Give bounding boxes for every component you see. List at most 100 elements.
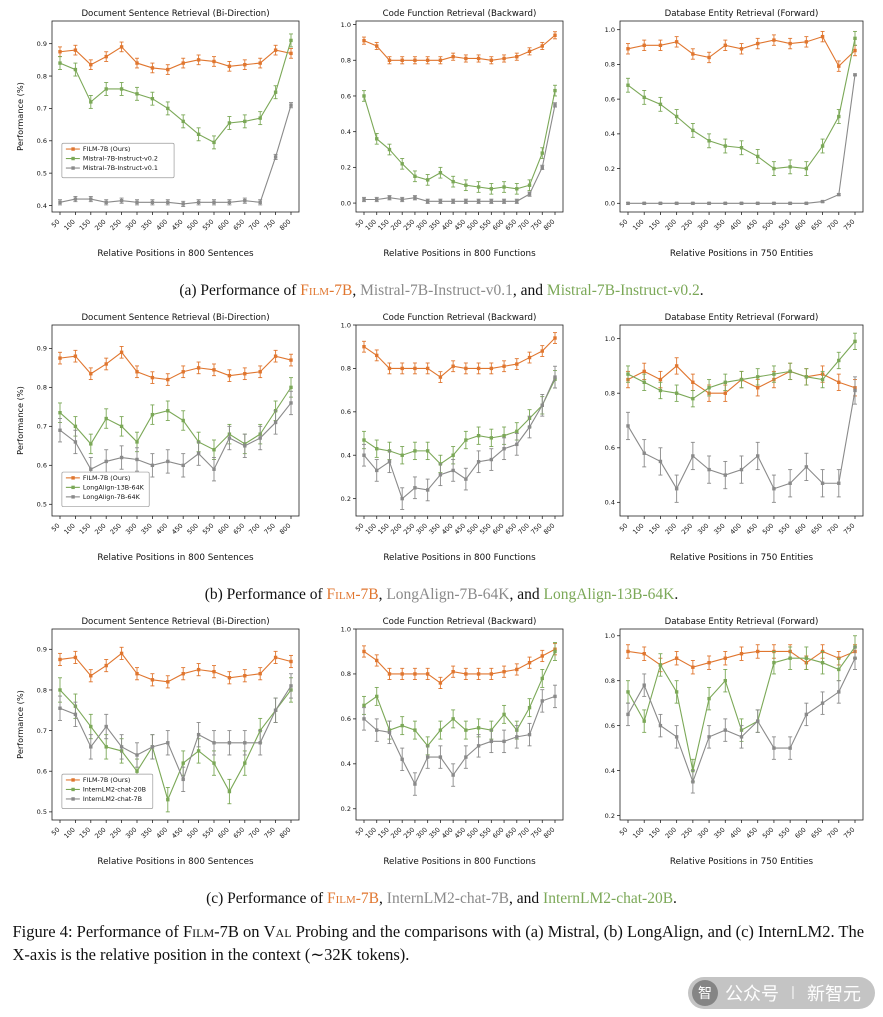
svg-text:300: 300 [414,522,428,536]
svg-text:250: 250 [401,522,415,536]
caption-segment: , and [512,282,547,299]
chart-b-database-entity-retrieval: Database Entity Retrieval (Forward) 0.4 0.… [590,310,870,584]
svg-text:400: 400 [154,826,168,840]
chart-svg: Document Sentence Retrieval (Bi-Directio… [15,313,299,563]
svg-text:0.2: 0.2 [604,812,614,820]
svg-text:800: 800 [541,218,555,232]
svg-text:750: 750 [529,826,543,840]
svg-text:300: 300 [123,826,137,840]
svg-text:550: 550 [200,522,214,536]
svg-text:700: 700 [247,218,261,232]
svg-text:0.4: 0.4 [604,767,614,775]
svg-text:800: 800 [541,522,555,536]
chart-svg: Code Function Retrieval (Backward) 0.2 0.4… [340,313,563,563]
svg-text:1.0: 1.0 [604,632,614,640]
svg-text:400: 400 [154,218,168,232]
svg-text:700: 700 [247,826,261,840]
svg-text:650: 650 [503,218,517,232]
svg-text:450: 450 [170,218,184,232]
svg-text:750: 750 [529,218,543,232]
caption-segment: Film-7B [326,890,380,907]
svg-text:0.9: 0.9 [36,40,46,48]
svg-text:FILM-7B (Ours): FILM-7B (Ours) [82,145,129,153]
svg-text:250: 250 [108,826,122,840]
svg-text:Database Entity Retrieval (For: Database Entity Retrieval (Forward) [664,313,818,323]
row-c-charts: Document Sentence Retrieval (Bi-Directio… [14,614,870,888]
svg-text:550: 550 [200,826,214,840]
svg-text:0.6: 0.6 [604,722,614,730]
svg-text:0.9: 0.9 [36,345,46,353]
caption-segment: . [699,282,704,299]
svg-text:450: 450 [744,522,758,536]
svg-text:0.6: 0.6 [36,768,46,776]
svg-text:650: 650 [503,522,517,536]
chart-svg: Document Sentence Retrieval (Bi-Directio… [15,9,299,259]
svg-text:200: 200 [389,826,403,840]
svg-text:Relative Positions in 750 Enti: Relative Positions in 750 Entities [669,249,813,259]
svg-text:550: 550 [478,522,492,536]
svg-text:0.6: 0.6 [604,444,614,452]
svg-text:250: 250 [108,218,122,232]
svg-text:0.8: 0.8 [340,57,350,65]
svg-text:550: 550 [777,826,791,840]
svg-text:250: 250 [401,826,415,840]
svg-text:550: 550 [777,522,791,536]
svg-text:300: 300 [696,826,710,840]
svg-text:0.7: 0.7 [36,727,46,735]
svg-text:300: 300 [414,826,428,840]
chart-svg: Database Entity Retrieval (Forward) 0.0 0.… [604,9,863,259]
svg-text:Performance (%): Performance (%) [15,690,25,759]
svg-text:Database Entity Retrieval (For: Database Entity Retrieval (Forward) [664,9,818,19]
svg-text:400: 400 [728,218,742,232]
svg-text:50: 50 [49,826,61,838]
svg-text:0.7: 0.7 [36,423,46,431]
svg-text:Relative Positions in 800 Func: Relative Positions in 800 Functions [383,249,536,259]
svg-text:InternLM2-chat-20B: InternLM2-chat-20B [82,786,145,794]
chart-svg: Code Function Retrieval (Backward) 0.2 0.4… [340,617,563,867]
svg-text:50: 50 [617,522,629,534]
svg-text:250: 250 [679,522,693,536]
svg-text:350: 350 [139,218,153,232]
svg-text:1.0: 1.0 [604,335,614,343]
svg-text:350: 350 [427,218,441,232]
svg-text:Mistral-7B-Instruct-v0.2: Mistral-7B-Instruct-v0.2 [82,155,157,163]
svg-text:0.8: 0.8 [604,677,614,685]
svg-text:Relative Positions in 750 Enti: Relative Positions in 750 Entities [669,857,813,867]
svg-text:300: 300 [123,218,137,232]
chart-a-document-sentence-retrieval: Document Sentence Retrieval (Bi-Directio… [14,6,306,280]
watermark-brand-label: 新智元 [807,984,861,1005]
svg-text:350: 350 [427,522,441,536]
svg-text:200: 200 [93,218,107,232]
svg-text:Relative Positions in 750 Enti: Relative Positions in 750 Entities [669,553,813,563]
svg-text:750: 750 [262,826,276,840]
svg-text:50: 50 [353,826,365,838]
svg-text:200: 200 [389,218,403,232]
svg-text:1.0: 1.0 [604,26,614,34]
svg-text:650: 650 [231,826,245,840]
caption-segment: LongAlign-13B-64K [543,586,675,603]
svg-text:0.4: 0.4 [604,499,614,507]
svg-text:600: 600 [491,218,505,232]
svg-text:700: 700 [825,218,839,232]
svg-text:100: 100 [631,826,645,840]
svg-text:Document Sentence Retrieval (B: Document Sentence Retrieval (Bi-Directio… [81,313,269,323]
svg-text:50: 50 [617,218,629,230]
svg-text:150: 150 [647,826,661,840]
svg-text:InternLM2-chat-7B: InternLM2-chat-7B [82,795,141,803]
svg-text:0.8: 0.8 [36,72,46,80]
svg-text:750: 750 [841,218,855,232]
svg-text:600: 600 [216,826,230,840]
svg-text:700: 700 [516,218,530,232]
svg-text:450: 450 [452,218,466,232]
svg-text:0.6: 0.6 [36,462,46,470]
svg-text:350: 350 [712,218,726,232]
svg-text:350: 350 [139,522,153,536]
svg-text:0.8: 0.8 [604,390,614,398]
chart-svg: Code Function Retrieval (Backward) 0.0 0.2… [340,9,563,259]
svg-text:0.8: 0.8 [340,670,350,678]
svg-text:100: 100 [62,218,76,232]
svg-text:1.0: 1.0 [340,625,350,633]
svg-text:600: 600 [216,522,230,536]
svg-text:100: 100 [363,522,377,536]
svg-text:400: 400 [440,218,454,232]
